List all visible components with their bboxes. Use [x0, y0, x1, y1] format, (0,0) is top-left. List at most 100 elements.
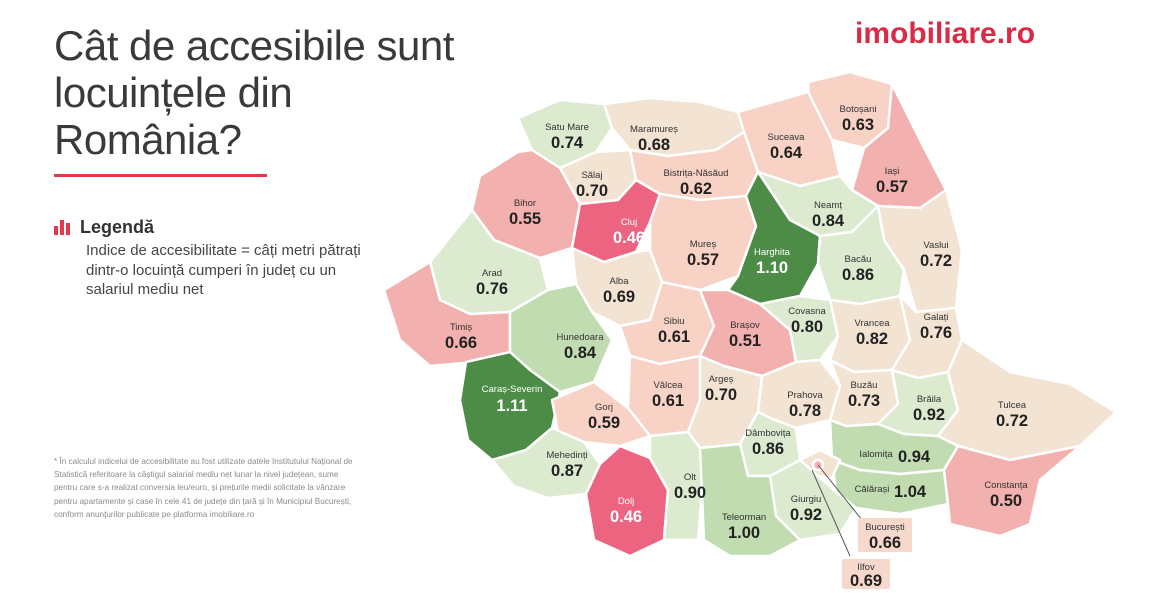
county-value-sibiu: 0.61 [658, 328, 690, 346]
county-name-dolj: Dolj [618, 496, 634, 507]
county-name-maramures: Maramureș [630, 124, 678, 135]
county-value-dolj: 0.46 [610, 508, 642, 526]
county-value-neamt: 0.84 [812, 212, 845, 230]
county-value-maramures: 0.68 [638, 136, 670, 154]
county-name-neamt: Neamț [814, 200, 842, 211]
county-value-iasi: 0.57 [876, 178, 908, 196]
county-name-mehedinti: Mehedinți [546, 450, 587, 461]
county-name-harghita: Harghita [754, 247, 791, 258]
page-title: Cât de accesibile sunt locuințele din Ro… [54, 22, 454, 163]
county-value-bihor: 0.55 [509, 210, 541, 228]
county-name-vaslui: Vaslui [923, 240, 948, 251]
county-name-hunedoara: Hunedoara [556, 332, 604, 343]
county-value-prahova: 0.78 [789, 402, 821, 420]
county-name-dambovita: Dâmbovița [745, 428, 791, 439]
county-value-alba: 0.69 [603, 288, 635, 306]
county-name-cluj: Cluj [621, 217, 637, 228]
county-name-alba: Alba [609, 276, 629, 287]
county-shape-constanta[interactable] [942, 444, 1082, 538]
county-name-bihor: Bihor [514, 198, 536, 209]
county-name-gorj: Gorj [595, 402, 613, 413]
county-name-vrancea: Vrancea [854, 318, 890, 329]
bar-chart-icon [54, 220, 70, 235]
county-value-mehedinti: 0.87 [551, 462, 583, 480]
leader-ilfov [811, 469, 851, 557]
county-name-brasov: Brașov [730, 320, 760, 331]
county-name-galati: Galați [924, 312, 949, 323]
county-name-caras-severin: Caraș-Severin [482, 384, 543, 395]
county-value-mures: 0.57 [687, 251, 719, 269]
county-name-calarasi: Călărași [855, 484, 890, 495]
county-name-mures: Mureș [690, 239, 717, 250]
county-value-botosani: 0.63 [842, 116, 874, 134]
county-name-covasna: Covasna [788, 306, 826, 317]
county-value-giurgiu: 0.92 [790, 506, 822, 524]
county-shapes [382, 70, 1118, 558]
county-value-ialomita: 0.94 [898, 448, 931, 466]
county-value-hunedoara: 0.84 [564, 344, 597, 362]
county-value-timis: 0.66 [445, 334, 477, 352]
county-value-teleorman: 1.00 [728, 524, 760, 542]
legend-title: Legendă [80, 217, 155, 237]
county-name-tulcea: Tulcea [998, 400, 1027, 411]
county-value-constanta: 0.50 [990, 492, 1022, 510]
legend-header: Legendă [54, 217, 154, 238]
county-labels: Satu Mare 0.74 Maramureș 0.68 Botoșani 0… [445, 104, 1028, 590]
county-value-salaj: 0.70 [576, 182, 608, 200]
county-value-vrancea: 0.82 [856, 330, 888, 348]
county-value-bucuresti: 0.66 [869, 534, 901, 552]
county-name-olt: Olt [684, 472, 697, 483]
county-shape-olt[interactable] [648, 430, 704, 542]
county-value-gorj: 0.59 [588, 414, 620, 432]
county-name-prahova: Prahova [787, 390, 823, 401]
county-name-giurgiu: Giurgiu [791, 494, 822, 505]
county-value-bistrita: 0.62 [680, 180, 712, 198]
county-name-bucuresti: București [865, 522, 905, 533]
county-name-suceava: Suceava [768, 132, 806, 143]
county-value-satu-mare: 0.74 [551, 134, 584, 152]
county-name-arges: Argeș [709, 374, 734, 385]
county-value-calarasi: 1.04 [894, 483, 927, 501]
county-shape-mures[interactable] [648, 192, 758, 292]
county-name-iasi: Iași [885, 166, 900, 177]
leader-lines [811, 464, 863, 557]
county-value-harghita: 1.10 [756, 259, 788, 277]
county-value-caras-severin: 1.11 [496, 397, 527, 415]
county-value-cluj: 0.46 [613, 229, 645, 247]
county-value-braila: 0.92 [913, 406, 945, 424]
county-value-ilfov: 0.69 [850, 572, 882, 590]
county-name-botosani: Botoșani [840, 104, 877, 115]
county-value-bacau: 0.86 [842, 266, 874, 284]
county-shape-tulcea[interactable] [936, 338, 1118, 462]
methodology-footnote: * În calculul indicelui de accesibilitat… [54, 457, 353, 519]
title-underline [54, 174, 267, 177]
county-value-suceava: 0.64 [770, 144, 803, 162]
county-value-tulcea: 0.72 [996, 412, 1028, 430]
county-value-valcea: 0.61 [652, 392, 684, 410]
tag-bucuresti-bg [858, 518, 912, 552]
county-shape-bacau[interactable] [816, 204, 906, 306]
county-name-arad: Arad [482, 268, 502, 279]
county-value-arad: 0.76 [476, 280, 508, 298]
tag-ilfov-bg [842, 559, 890, 589]
county-value-buzau: 0.73 [848, 392, 880, 410]
county-value-dambovita: 0.86 [752, 440, 784, 458]
county-name-bistrita: Bistrița-Năsăud [664, 168, 729, 179]
county-name-valcea: Vâlcea [653, 380, 683, 391]
county-name-ilfov: Ilfov [857, 562, 875, 573]
county-name-satu-mare: Satu Mare [545, 122, 589, 133]
county-name-teleorman: Teleorman [722, 512, 766, 523]
county-shape-covasna[interactable] [758, 294, 840, 364]
county-shape-teleorman[interactable] [698, 442, 802, 558]
county-name-timis: Timiș [450, 322, 473, 333]
county-value-arges: 0.70 [705, 386, 737, 404]
county-name-salaj: Sălaj [581, 170, 602, 181]
legend-description: Indice de accesibilitate = câți metri pă… [86, 242, 361, 298]
brand-logo[interactable]: imobiliare.ro [855, 17, 1036, 50]
leader-bucuresti [817, 464, 863, 521]
county-value-olt: 0.90 [674, 484, 706, 502]
county-value-vaslui: 0.72 [920, 252, 952, 270]
county-name-ialomita: Ialomița [859, 449, 893, 460]
county-name-sibiu: Sibiu [663, 316, 684, 327]
